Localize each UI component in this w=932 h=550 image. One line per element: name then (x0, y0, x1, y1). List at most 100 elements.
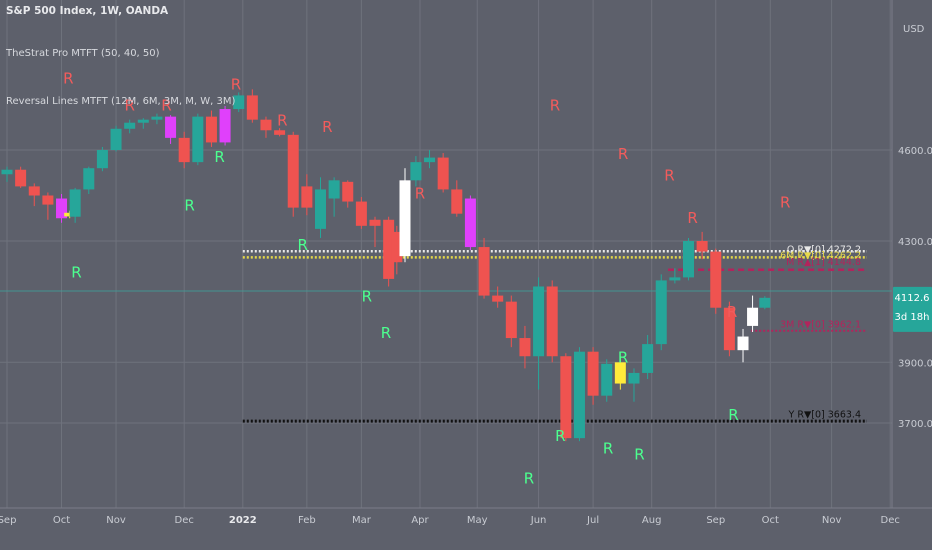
candle-body (96, 150, 108, 169)
r-marker: R (231, 75, 241, 93)
r-marker: R (322, 118, 332, 136)
time-tick-label: Dec (881, 515, 900, 526)
candle-body (560, 356, 572, 439)
candle-body (669, 277, 681, 281)
candle-body (587, 351, 599, 396)
candle-body (383, 219, 395, 279)
candle-body (601, 363, 613, 396)
candle-body (205, 116, 217, 143)
r-marker: R (634, 445, 644, 463)
candle-body (399, 180, 411, 257)
candle-body (42, 195, 54, 205)
candle-body (56, 198, 68, 219)
candle-body (301, 186, 313, 208)
symbol-title[interactable]: S&P 500 Index, 1W, OANDA (6, 5, 169, 17)
time-tick-label: Aug (642, 515, 662, 526)
candles-layer[interactable] (1, 89, 771, 442)
reversal-level-label: Y R▼[0] 3663.4 (788, 409, 861, 420)
candle-body (314, 189, 326, 229)
r-marker: R (362, 288, 372, 306)
reversal-level-label: Q R▼[0] 4272.2 (787, 244, 861, 255)
time-tick-label: Apr (411, 515, 429, 526)
r-marker: R (555, 427, 565, 445)
candle-body (533, 286, 545, 357)
candle-body (342, 181, 354, 202)
candle-body (83, 168, 95, 190)
reversal-level-label: 6M R▼[0] 4262.2 (780, 250, 861, 261)
candle-body (274, 130, 286, 135)
indicator-strat-label[interactable]: TheStrat Pro MTFT (50, 40, 50) (5, 48, 160, 59)
r-marker: R (780, 194, 790, 212)
candle-body (478, 247, 490, 296)
candle-body (424, 157, 436, 163)
r-marker: R (664, 166, 674, 184)
r-marker: R (214, 148, 224, 166)
candle-body (710, 251, 722, 308)
candle-body (178, 137, 190, 163)
candle-body (614, 362, 626, 384)
price-tick-label: 4300.0 (898, 237, 932, 248)
time-tick-label: Dec (175, 515, 194, 526)
candle-body (246, 95, 258, 120)
candle-body (110, 128, 122, 150)
reversal-level-label: 3M R▼[0] 3962.1 (780, 319, 861, 330)
candle-body (260, 119, 272, 131)
candle-body (355, 201, 367, 226)
price-tick-label: 4600.0 (898, 146, 932, 157)
candle-body (655, 280, 667, 345)
candle-body (492, 295, 504, 302)
r-marker: R (298, 236, 308, 254)
r-marker: R (603, 439, 613, 457)
candle-body (15, 169, 27, 187)
r-marker: R (618, 348, 628, 366)
candle-body (287, 134, 299, 208)
candle-body (723, 307, 735, 351)
time-tick-label: Nov (106, 515, 126, 526)
r-marker: R (381, 324, 391, 342)
r-marker: R (277, 112, 287, 130)
indicator-reversal-label[interactable]: Reversal Lines MTFT (12M, 6M, 3M, M, W, … (6, 96, 235, 107)
price-tick-label: 3900.0 (898, 358, 932, 369)
reversal-lines-layer: Q R▼[0] 4272.26M R▼[0] 4262.2M R▲[1] 414… (0, 244, 892, 423)
candle-body (369, 219, 381, 226)
time-tick-label: Sep (0, 515, 16, 526)
time-tick-label: Nov (822, 515, 842, 526)
r-marker: R (550, 97, 560, 115)
time-tick-label: Oct (762, 515, 779, 526)
r-marker: R (161, 97, 171, 115)
candle-body (137, 119, 149, 123)
price-badge (893, 286, 932, 332)
time-tick-label: 2022 (229, 515, 257, 526)
candle-body (642, 344, 654, 373)
candle-body (328, 180, 340, 199)
time-tick-label: Mar (352, 515, 372, 526)
candle-body (464, 198, 476, 248)
r-marker: R (687, 209, 697, 227)
price-tick-label: 3700.0 (898, 419, 932, 430)
candle-body (628, 372, 640, 384)
price-axis-panel[interactable] (892, 0, 932, 508)
r-marker: R (415, 185, 425, 203)
reversal-level-label: M R▲[1] 4144.8 (786, 257, 861, 268)
candle-body (69, 189, 81, 217)
candle-body (747, 307, 759, 326)
r-marker: R (71, 263, 81, 281)
candle-body (546, 286, 558, 357)
candle-body (696, 240, 708, 252)
candle-body (192, 116, 204, 163)
price-badge-countdown: 3d 18h (895, 312, 930, 323)
r-marker: R (618, 145, 628, 163)
candle-body (391, 231, 403, 263)
candle-body (151, 116, 163, 120)
time-tick-label: Feb (298, 515, 316, 526)
price-badge-value: 4112.6 (895, 293, 930, 304)
candle-body (683, 240, 694, 278)
time-tick-label: May (467, 515, 488, 526)
r-marker: R (727, 303, 737, 321)
r-marker: R (524, 470, 534, 488)
candle-body (737, 336, 749, 351)
candle-body (505, 301, 517, 339)
r-marker: R (63, 69, 73, 87)
